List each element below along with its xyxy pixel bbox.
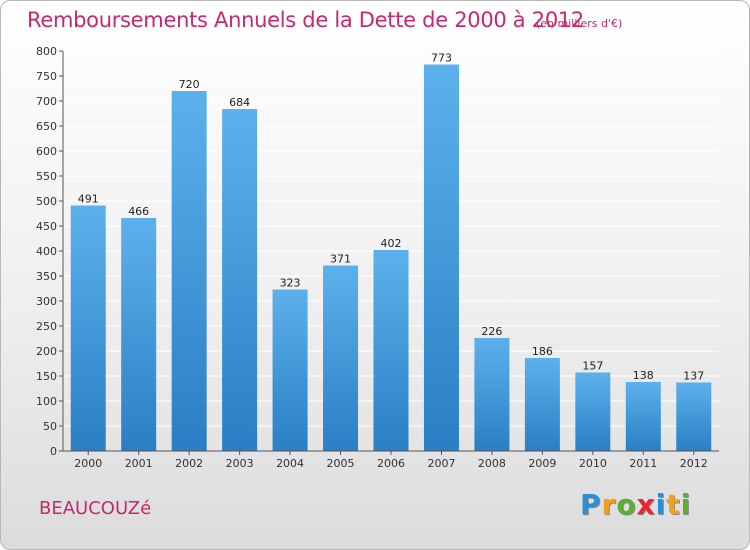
x-tick-label: 2010 xyxy=(579,457,607,470)
x-tick-label: 2009 xyxy=(528,457,556,470)
y-tick-label: 0 xyxy=(50,445,57,458)
y-tick-label: 650 xyxy=(36,120,57,133)
bar xyxy=(524,358,560,451)
y-tick-label: 300 xyxy=(36,295,57,308)
data-label: 402 xyxy=(381,237,402,250)
y-tick-label: 200 xyxy=(36,345,57,358)
y-tick-label: 550 xyxy=(36,170,57,183)
y-tick-label: 100 xyxy=(36,395,57,408)
x-tick-label: 2011 xyxy=(629,457,657,470)
bar xyxy=(171,91,207,451)
bar xyxy=(272,289,308,451)
y-tick-label: 50 xyxy=(43,420,57,433)
brand-logo: Proxiti xyxy=(580,488,691,521)
x-tick-label: 2006 xyxy=(377,457,405,470)
data-label: 720 xyxy=(179,78,200,91)
y-tick-label: 750 xyxy=(36,70,57,83)
x-tick-label: 2000 xyxy=(74,457,102,470)
commune-name: BEAUCOUZé xyxy=(39,498,152,519)
y-tick-label: 250 xyxy=(36,320,57,333)
brand-logo-letter: P xyxy=(580,488,602,521)
data-label: 684 xyxy=(229,96,250,109)
y-tick-label: 450 xyxy=(36,220,57,233)
x-tick-label: 2012 xyxy=(680,457,708,470)
data-label: 491 xyxy=(78,193,99,206)
bars xyxy=(70,64,712,451)
brand-logo-letter: r xyxy=(601,488,617,521)
y-tick-label: 350 xyxy=(36,270,57,283)
bar xyxy=(676,382,712,451)
y-tick-label: 800 xyxy=(36,45,57,58)
brand-logo-letter: t xyxy=(666,488,681,521)
bar xyxy=(323,265,359,451)
data-label: 137 xyxy=(683,370,704,383)
x-tick-label: 2008 xyxy=(478,457,506,470)
bar xyxy=(373,250,409,451)
data-label: 323 xyxy=(280,277,301,290)
y-tick-label: 600 xyxy=(36,145,57,158)
x-tick-label: 2002 xyxy=(175,457,203,470)
data-label: 226 xyxy=(481,325,502,338)
bar xyxy=(423,64,459,451)
bar xyxy=(222,109,258,451)
data-label: 371 xyxy=(330,253,351,266)
brand-logo-letter: o xyxy=(616,488,637,521)
y-tick-label: 150 xyxy=(36,370,57,383)
x-tick-label: 2005 xyxy=(327,457,355,470)
x-tick-label: 2003 xyxy=(226,457,254,470)
data-label: 157 xyxy=(582,360,603,373)
data-label: 186 xyxy=(532,345,553,358)
y-tick-label: 500 xyxy=(36,195,57,208)
x-tick-label: 2004 xyxy=(276,457,304,470)
brand-logo-letter: i xyxy=(655,488,667,521)
x-tick-label: 2001 xyxy=(125,457,153,470)
bar xyxy=(575,372,611,451)
data-label: 773 xyxy=(431,52,452,65)
chart-subtitle: (en milliers d'€) xyxy=(536,17,623,30)
chart-title: Remboursements Annuels de la Dette de 20… xyxy=(27,8,584,32)
data-label: 466 xyxy=(128,205,149,218)
axes: 0 50 100 150 200 250 300 350 400 450 500 550 600 650 7… xyxy=(36,45,719,470)
bar xyxy=(70,205,106,451)
data-label: 138 xyxy=(633,369,654,382)
y-tick-label: 700 xyxy=(36,95,57,108)
bar xyxy=(121,218,157,451)
bar xyxy=(625,382,661,451)
data-labels: 491 466 720 684 323 371 402 773 226 186 157 138 137 xyxy=(78,52,705,383)
brand-logo-letter: x xyxy=(636,488,656,521)
bar xyxy=(474,338,510,451)
x-tick-label: 2007 xyxy=(427,457,455,470)
brand-logo-letter: i xyxy=(680,488,692,521)
y-tick-label: 400 xyxy=(36,245,57,258)
